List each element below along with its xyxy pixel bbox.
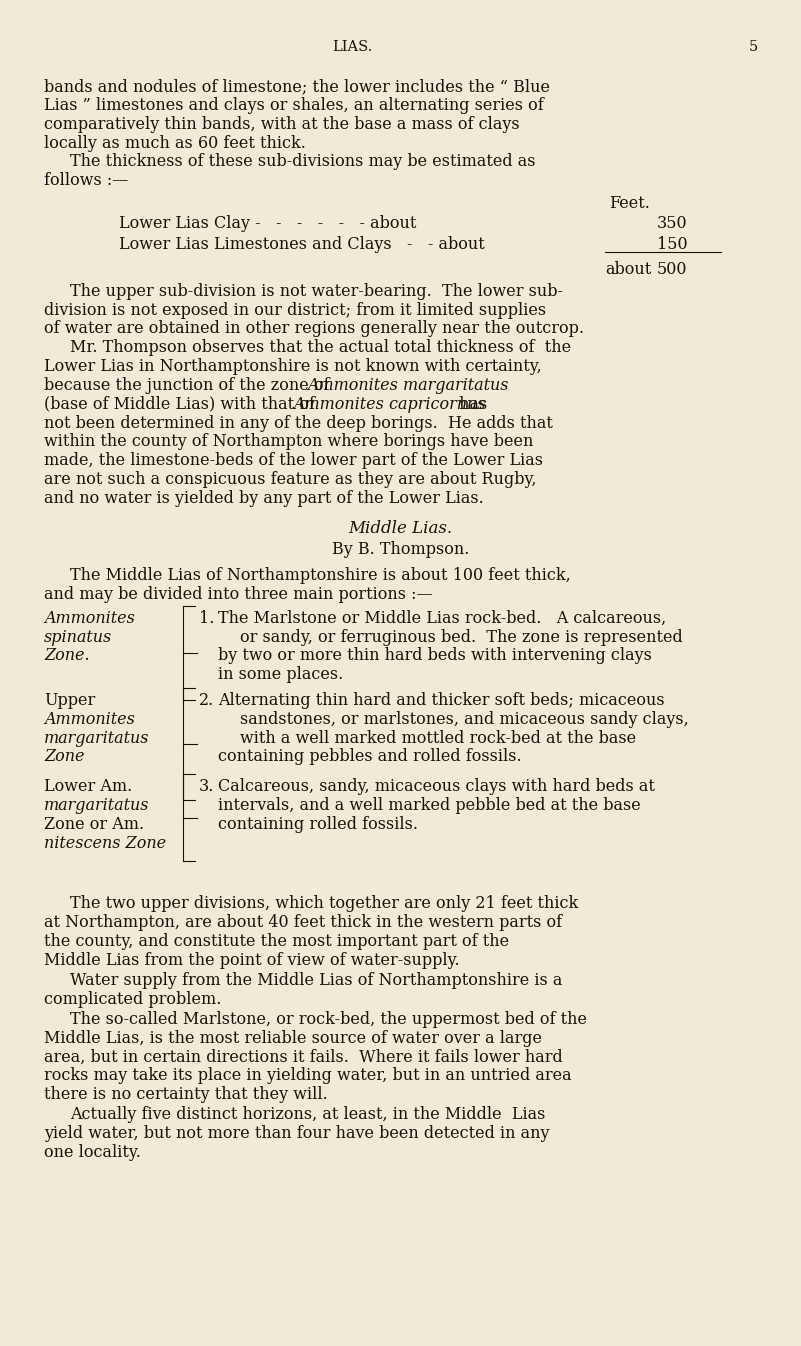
Text: area, but in certain directions it fails.  Where it fails lower hard: area, but in certain directions it fails… (44, 1049, 563, 1066)
Text: containing rolled fossils.: containing rolled fossils. (218, 816, 418, 833)
Text: Lower Lias Clay -   -   -   -   -   - about: Lower Lias Clay - - - - - - about (119, 215, 416, 233)
Text: The Marlstone or Middle Lias rock-bed.   A calcareous,: The Marlstone or Middle Lias rock-bed. A… (218, 610, 666, 627)
Text: yield water, but not more than four have been detected in any: yield water, but not more than four have… (44, 1125, 549, 1143)
Text: spinatus: spinatus (44, 629, 112, 646)
Text: there is no certainty that they will.: there is no certainty that they will. (44, 1086, 328, 1104)
Text: Lower Lias in Northamptonshire is not known with certainty,: Lower Lias in Northamptonshire is not kn… (44, 358, 541, 376)
Text: Middle Lias from the point of view of water-supply.: Middle Lias from the point of view of wa… (44, 952, 460, 969)
Text: or sandy, or ferruginous bed.  The zone is represented: or sandy, or ferruginous bed. The zone i… (240, 629, 683, 646)
Text: because the junction of the zone of: because the junction of the zone of (44, 377, 335, 394)
Text: 500: 500 (657, 261, 687, 279)
Text: Upper: Upper (44, 692, 95, 709)
Text: containing pebbles and rolled fossils.: containing pebbles and rolled fossils. (218, 748, 521, 766)
Text: Zone: Zone (44, 748, 85, 766)
Text: nitescens Zone: nitescens Zone (44, 835, 166, 852)
Text: The upper sub-division is not water-bearing.  The lower sub-: The upper sub-division is not water-bear… (70, 283, 563, 300)
Text: margaritatus: margaritatus (44, 797, 150, 814)
Text: made, the limestone-beds of the lower part of the Lower Lias: made, the limestone-beds of the lower pa… (44, 452, 543, 470)
Text: Ammonites margaritatus: Ammonites margaritatus (307, 377, 509, 394)
Text: within the county of Northampton where borings have been: within the county of Northampton where b… (44, 433, 533, 451)
Text: Alternating thin hard and thicker soft beds; micaceous: Alternating thin hard and thicker soft b… (218, 692, 665, 709)
Text: of water are obtained in other regions generally near the outcrop.: of water are obtained in other regions g… (44, 320, 584, 338)
Text: follows :—: follows :— (44, 172, 128, 190)
Text: complicated problem.: complicated problem. (44, 991, 221, 1008)
Text: Feet.: Feet. (609, 195, 650, 213)
Text: 150: 150 (657, 236, 687, 253)
Text: in some places.: in some places. (218, 666, 343, 684)
Text: Lias ” limestones and clays or shales, an alternating series of: Lias ” limestones and clays or shales, a… (44, 97, 544, 114)
Text: the county, and constitute the most important part of the: the county, and constitute the most impo… (44, 933, 509, 950)
Text: 350: 350 (657, 215, 687, 233)
Text: Ammonites: Ammonites (44, 711, 135, 728)
Text: intervals, and a well marked pebble bed at the base: intervals, and a well marked pebble bed … (218, 797, 641, 814)
Text: By B. Thompson.: By B. Thompson. (332, 541, 469, 559)
Text: 1.: 1. (199, 610, 214, 627)
Text: Lower Am.: Lower Am. (44, 778, 132, 795)
Text: Mr. Thompson observes that the actual total thickness of  the: Mr. Thompson observes that the actual to… (70, 339, 572, 357)
Text: Zone or Am.: Zone or Am. (44, 816, 144, 833)
Text: by two or more thin hard beds with intervening clays: by two or more thin hard beds with inter… (218, 647, 652, 665)
Text: 3.: 3. (199, 778, 214, 795)
Text: Actually five distinct horizons, at least, in the Middle  Lias: Actually five distinct horizons, at leas… (70, 1106, 545, 1124)
Text: comparatively thin bands, with at the base a mass of clays: comparatively thin bands, with at the ba… (44, 116, 520, 133)
Text: Zone.: Zone. (44, 647, 90, 665)
Text: Middle Lias, is the most reliable source of water over a large: Middle Lias, is the most reliable source… (44, 1030, 542, 1047)
Text: and no water is yielded by any part of the Lower Lias.: and no water is yielded by any part of t… (44, 490, 484, 507)
Text: division is not exposed in our district; from it limited supplies: division is not exposed in our district;… (44, 302, 546, 319)
Text: 5: 5 (749, 40, 759, 54)
Text: about: about (605, 261, 651, 279)
Text: one locality.: one locality. (44, 1144, 141, 1162)
Text: Ammonites: Ammonites (44, 610, 135, 627)
Text: The two upper divisions, which together are only 21 feet thick: The two upper divisions, which together … (70, 895, 579, 913)
Text: Lower Lias Limestones and Clays   -   - about: Lower Lias Limestones and Clays - - abou… (119, 236, 485, 253)
Text: are not such a conspicuous feature as they are about Rugby,: are not such a conspicuous feature as th… (44, 471, 537, 489)
Text: at Northampton, are about 40 feet thick in the western parts of: at Northampton, are about 40 feet thick … (44, 914, 562, 931)
Text: with a well marked mottled rock-bed at the base: with a well marked mottled rock-bed at t… (240, 730, 637, 747)
Text: Calcareous, sandy, micaceous clays with hard beds at: Calcareous, sandy, micaceous clays with … (218, 778, 654, 795)
Text: LIAS.: LIAS. (332, 40, 372, 54)
Text: Ammonites capricornus: Ammonites capricornus (293, 396, 485, 413)
Text: locally as much as 60 feet thick.: locally as much as 60 feet thick. (44, 135, 306, 152)
Text: The Middle Lias of Northamptonshire is about 100 feet thick,: The Middle Lias of Northamptonshire is a… (70, 567, 571, 584)
Text: rocks may take its place in yielding water, but in an untried area: rocks may take its place in yielding wat… (44, 1067, 572, 1085)
Text: 2.: 2. (199, 692, 214, 709)
Text: bands and nodules of limestone; the lower includes the “ Blue: bands and nodules of limestone; the lowe… (44, 78, 550, 96)
Text: Water supply from the Middle Lias of Northamptonshire is a: Water supply from the Middle Lias of Nor… (70, 972, 563, 989)
Text: margaritatus: margaritatus (44, 730, 150, 747)
Text: Middle Lias.: Middle Lias. (348, 520, 453, 537)
Text: The thickness of these sub-divisions may be estimated as: The thickness of these sub-divisions may… (70, 153, 536, 171)
Text: not been determined in any of the deep borings.  He adds that: not been determined in any of the deep b… (44, 415, 553, 432)
Text: has: has (454, 396, 488, 413)
Text: (base of Middle Lias) with that of: (base of Middle Lias) with that of (44, 396, 320, 413)
Text: The so-called Marlstone, or rock-bed, the uppermost bed of the: The so-called Marlstone, or rock-bed, th… (70, 1011, 587, 1028)
Text: sandstones, or marlstones, and micaceous sandy clays,: sandstones, or marlstones, and micaceous… (240, 711, 689, 728)
Text: and may be divided into three main portions :—: and may be divided into three main porti… (44, 586, 433, 603)
